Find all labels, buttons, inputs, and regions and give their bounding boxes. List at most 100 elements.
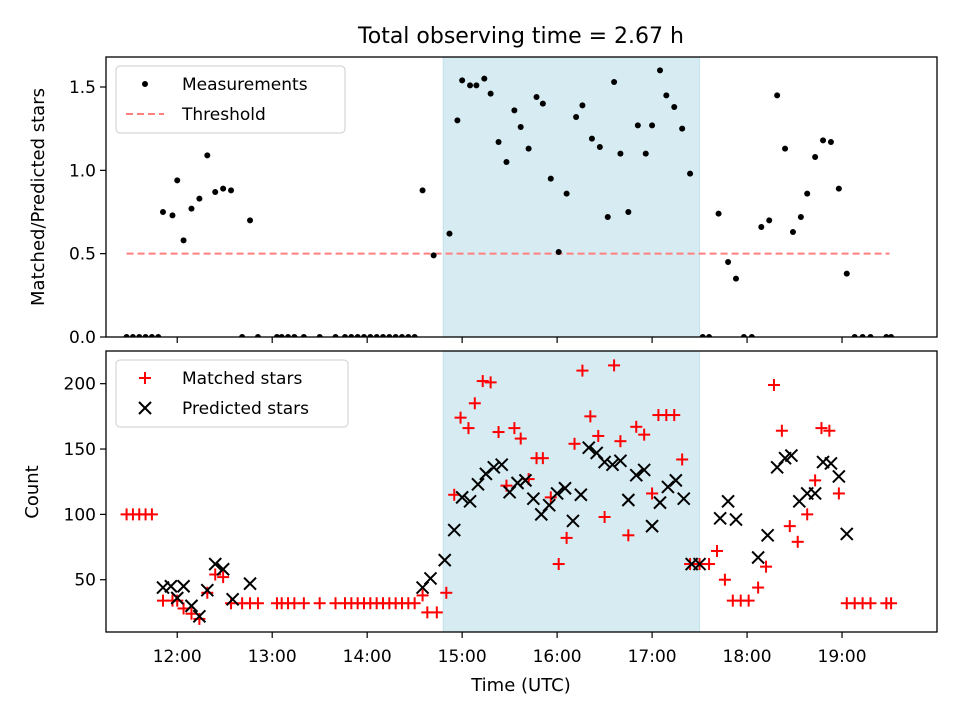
measurement-point [430,252,437,259]
predicted-point [729,512,743,527]
measurement-point [123,334,130,337]
measurement-point [291,334,298,337]
predicted-point [621,493,636,507]
cross-b [653,495,667,510]
y-axis-label-bottom: Count [22,465,43,518]
measurement-point [148,334,155,337]
measurement-point [419,187,426,194]
measurement-point [642,150,649,157]
matched-point [217,571,230,584]
predicted-point [550,486,564,501]
matched-point [468,397,481,410]
measurement-point [159,209,166,215]
y-tick-label: 0.5 [69,245,96,265]
series-predicted-stars [156,441,854,624]
measurement-point [812,154,819,160]
matched-point [416,589,429,602]
measurement-point [649,122,656,129]
cross-b [455,490,469,505]
predicted-point [840,527,854,541]
measurement-point [883,334,890,337]
y-axis-label-top: Matched/Predicted stars [28,88,49,306]
predicted-point [447,523,461,537]
matched-point [484,376,497,389]
matched-point [646,487,659,500]
measurement-point [180,237,187,244]
cross-b [729,512,743,527]
predicted-point [471,477,485,492]
cross-b [713,511,727,526]
cross-b [760,528,775,542]
measurement-point [220,185,227,192]
matched-point [783,520,796,533]
measurement-point [155,334,162,337]
cross-b [200,583,215,597]
cross-b [423,571,438,586]
predicted-point [692,557,707,571]
cross-b [463,494,477,509]
legend-handle [138,401,152,415]
predicted-point [824,456,838,471]
matched-point [430,606,443,619]
measurement-point [663,92,670,99]
measurement-point [604,214,611,220]
cross-b [225,592,240,607]
predicted-point [510,476,525,490]
matched-point [462,422,475,435]
measurement-point [228,187,235,194]
predicted-point [808,486,822,501]
y-tick-label: 50 [74,571,96,591]
measurement-point [671,104,678,110]
measurement-point [212,189,219,195]
legend-label: Measurements [182,75,308,95]
cross-b [138,401,152,415]
measurement-point [446,230,453,237]
measurement-point [392,334,399,337]
legend-handle [142,81,148,87]
matched-point [608,359,621,372]
measurement-point [129,334,136,337]
measurement-point [386,334,393,337]
measurement-point [316,334,323,337]
predicted-point [463,494,477,509]
cross-b [558,481,572,495]
x-tick-label: 15:00 [438,647,487,667]
measurement-point [367,334,374,337]
matched-point [703,558,716,571]
predicted-point [751,550,765,565]
cross-b [645,519,659,533]
predicted-point [526,491,541,506]
matched-point [791,535,804,548]
matched-point [809,474,822,487]
measurement-point [454,117,461,124]
measurement-point [332,334,339,337]
predicted-point [170,591,184,605]
measurement-point [699,334,706,337]
matched-point [592,429,605,442]
measurement-point [136,334,143,337]
cross-b [582,441,596,455]
measurement-point [380,334,386,337]
measurement-point [239,334,246,337]
plot-area [120,359,898,625]
measurement-point [300,334,307,337]
cross-b [808,486,822,501]
cross-b [637,463,651,477]
y-tick-label: 0.0 [69,328,96,348]
measurement-point [732,275,739,282]
measurement-point [467,82,474,89]
cross-b [751,550,765,565]
cross-b [170,591,184,605]
matched-point [454,411,467,424]
cross-b [669,473,683,488]
x-tick-label: 18:00 [723,647,772,667]
matched-point [568,437,581,450]
measurement-point [758,224,765,230]
cross-b [518,473,533,488]
measurement-point [348,334,355,337]
predicted-point [455,490,469,505]
measurement-point [835,185,842,192]
matched-point [536,452,549,465]
cross-b [510,476,525,490]
measurement-point [888,334,895,337]
